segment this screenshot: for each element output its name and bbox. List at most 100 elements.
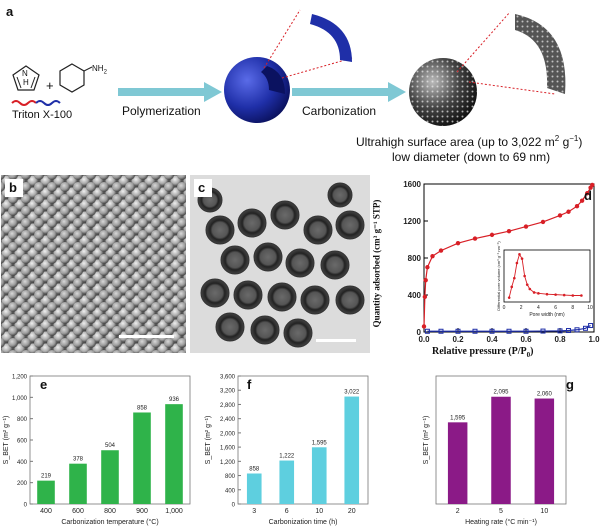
bar-value-label: 504 bbox=[105, 443, 116, 449]
isotherm-point bbox=[489, 328, 495, 334]
y-axis-label: S_BET (m² g⁻¹) bbox=[3, 416, 10, 465]
isotherm-point bbox=[579, 198, 585, 203]
panel-b-sem-image: b bbox=[1, 175, 186, 353]
y-tick-label: 0 bbox=[24, 503, 28, 509]
inset-point bbox=[562, 293, 566, 297]
isotherm-point bbox=[455, 328, 461, 334]
isotherm-point bbox=[425, 265, 430, 270]
isotherm-point bbox=[506, 228, 512, 234]
bar bbox=[447, 422, 468, 504]
pyrrole-n-label: N bbox=[22, 69, 28, 78]
isotherm-point bbox=[523, 328, 529, 334]
y-tick-label: 0 bbox=[232, 503, 236, 509]
isotherm-point bbox=[472, 236, 478, 241]
x-tick-label: 20 bbox=[348, 508, 356, 515]
sem-particles bbox=[1, 175, 186, 353]
triton-squiggle-icon bbox=[11, 100, 61, 106]
isotherm-point bbox=[506, 328, 512, 334]
bar-value-label: 3,022 bbox=[344, 390, 360, 396]
y-axis-label: S_BET (m² g⁻¹) bbox=[423, 416, 430, 465]
y-tick-label: 2,800 bbox=[220, 403, 236, 409]
y-tick-label: 1,600 bbox=[220, 446, 236, 452]
inset-point bbox=[537, 292, 540, 295]
y-tick-label: 3,200 bbox=[220, 389, 236, 395]
x-tick-label: 900 bbox=[136, 508, 148, 515]
pyrrole-molecule bbox=[12, 65, 40, 91]
isotherm-point bbox=[422, 294, 428, 300]
isotherm-point bbox=[583, 325, 588, 331]
bar bbox=[133, 412, 151, 504]
y-tick-label: 400 bbox=[17, 460, 28, 466]
x-tick-label: 1.0 bbox=[588, 335, 600, 344]
isotherm-point bbox=[588, 323, 594, 329]
x-tick-label: 5 bbox=[499, 508, 503, 515]
inset-point bbox=[518, 253, 521, 256]
x-tick-label: 6 bbox=[285, 508, 289, 515]
x-tick-label: 1,000 bbox=[165, 508, 183, 515]
result-line-2: low diameter (down to 69 nm) bbox=[392, 150, 551, 164]
carbonization-label: Carbonization bbox=[302, 104, 377, 118]
plus-sign: + bbox=[46, 78, 54, 93]
inset-x-tick-label: 0 bbox=[503, 305, 506, 311]
isotherm-point bbox=[424, 328, 430, 334]
scale-bar bbox=[316, 339, 356, 342]
panel-a-label: a bbox=[6, 4, 14, 19]
inset-xlabel: Pore width (nm) bbox=[529, 312, 565, 318]
tem-particles bbox=[197, 182, 365, 348]
inset-point bbox=[554, 293, 557, 296]
inset-x-tick-label: 8 bbox=[571, 305, 574, 311]
bar-value-label: 219 bbox=[41, 474, 52, 480]
bar bbox=[534, 398, 555, 504]
panel-b-label: b bbox=[9, 180, 17, 195]
isotherm-point bbox=[489, 232, 495, 238]
bar-value-label: 378 bbox=[73, 457, 84, 463]
x-axis-label: Heating rate (°C min⁻¹) bbox=[465, 518, 537, 526]
scale-bar bbox=[119, 335, 174, 338]
inset-series-line bbox=[508, 253, 582, 298]
panel-e-label: e bbox=[40, 377, 48, 392]
x-tick-label: 0.6 bbox=[520, 335, 532, 344]
isotherm-point bbox=[574, 204, 580, 209]
x-tick-label: 600 bbox=[72, 508, 84, 515]
carbonization-arrow-icon bbox=[292, 82, 406, 102]
inset-x-tick-label: 4 bbox=[537, 305, 540, 311]
isotherm-point bbox=[421, 324, 427, 329]
y-tick-label: 400 bbox=[408, 291, 422, 300]
bar-value-label: 858 bbox=[137, 405, 148, 411]
bar bbox=[344, 396, 360, 504]
isotherm-point bbox=[423, 278, 428, 283]
bar bbox=[37, 480, 55, 504]
x-axis-label: Carbonization time (h) bbox=[269, 519, 338, 526]
isotherm-point bbox=[438, 328, 444, 334]
isotherm-point bbox=[540, 219, 546, 225]
polymer-sphere-illustration bbox=[224, 9, 353, 123]
x-tick-label: 400 bbox=[40, 508, 52, 515]
amine-label: NH2 bbox=[92, 64, 107, 76]
bar-chart-temperature: 0 200 400 600 800 1,000 1,200 219 400 378 600 504 80… bbox=[0, 366, 200, 528]
bar-value-label: 936 bbox=[169, 397, 180, 403]
isotherm-point bbox=[523, 224, 529, 229]
y-tick-label: 800 bbox=[17, 417, 28, 423]
x-tick-label: 0.8 bbox=[554, 335, 566, 344]
bar bbox=[69, 463, 87, 504]
aniline-molecule bbox=[59, 63, 93, 93]
panel-g-label: g bbox=[566, 377, 574, 392]
x-tick-label: 2 bbox=[456, 508, 460, 515]
isotherm-point bbox=[585, 191, 590, 196]
isotherm-point bbox=[438, 248, 444, 253]
y-axis-label: S_BET (m² g⁻¹) bbox=[205, 416, 212, 465]
inset-point bbox=[523, 274, 526, 278]
y-tick-label: 1200 bbox=[403, 217, 421, 226]
x-tick-label: 800 bbox=[104, 508, 116, 515]
inset-point bbox=[520, 257, 524, 260]
bar-value-label: 1,222 bbox=[279, 454, 295, 460]
isotherm-point bbox=[557, 328, 563, 334]
y-tick-label: 400 bbox=[225, 488, 236, 494]
isotherm-xlabel: Relative pressure (P/P0) bbox=[432, 346, 534, 359]
inset-point bbox=[532, 291, 536, 294]
y-tick-label: 0 bbox=[417, 328, 422, 337]
bar bbox=[279, 460, 295, 504]
bar bbox=[101, 450, 119, 504]
y-tick-label: 1600 bbox=[403, 180, 421, 189]
inset-point bbox=[528, 287, 532, 291]
